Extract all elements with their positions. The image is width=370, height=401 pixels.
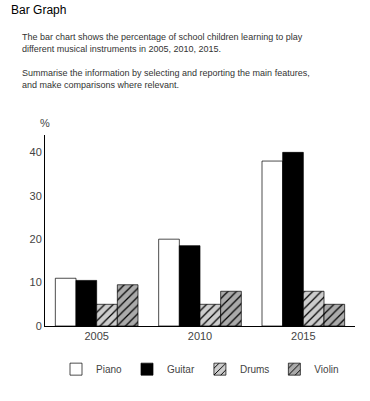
svg-text:The bar chart shows the percen: The bar chart shows the percentage of sc… [22,32,303,54]
svg-text:Drums: Drums [240,364,269,375]
svg-text:10: 10 [30,276,42,288]
svg-text:2005: 2005 [84,330,108,342]
svg-text:Guitar: Guitar [167,364,195,375]
svg-text:Summarise the information by s: Summarise the information by selecting a… [22,68,310,90]
svg-text:Piano: Piano [96,364,122,375]
svg-text:%: % [40,117,50,129]
svg-text:2015: 2015 [291,330,315,342]
svg-text:20: 20 [30,233,42,245]
svg-text:40: 40 [30,146,42,158]
svg-text:2010: 2010 [188,330,212,342]
svg-text:Violin: Violin [314,364,338,375]
svg-text:0: 0 [36,320,42,332]
svg-text:Bar Graph: Bar Graph [11,3,66,17]
svg-text:30: 30 [30,190,42,202]
